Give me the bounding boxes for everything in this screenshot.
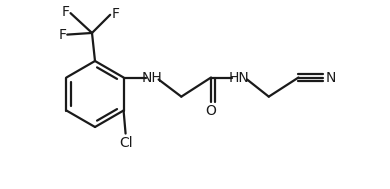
Text: O: O [206,104,216,118]
Text: F: F [62,5,69,19]
Text: F: F [111,7,119,21]
Text: N: N [326,70,336,84]
Text: HN: HN [229,70,250,84]
Text: NH: NH [141,70,162,84]
Text: Cl: Cl [119,136,132,149]
Text: F: F [58,28,66,42]
